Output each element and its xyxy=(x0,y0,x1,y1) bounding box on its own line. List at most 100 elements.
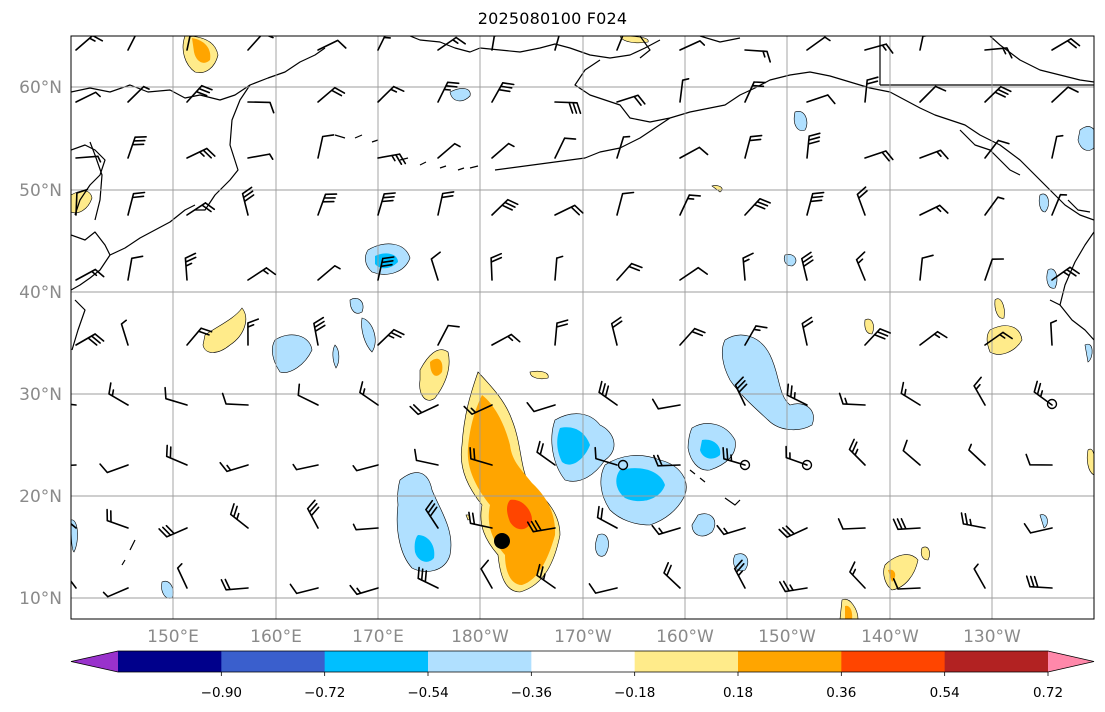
wind-barb xyxy=(184,252,197,281)
colorbar-tick-label: −0.36 xyxy=(511,685,552,701)
wind-barbs xyxy=(71,36,1081,598)
wind-barb xyxy=(313,316,326,346)
colorbar-tick-label: 0.54 xyxy=(930,685,960,701)
lat-labels: 60°N 50°N 40°N 30°N 20°N 10°N xyxy=(19,78,62,609)
wind-barb xyxy=(679,327,706,346)
wind-barb xyxy=(679,194,701,216)
wind-barb xyxy=(247,267,277,281)
wind-barb xyxy=(722,447,746,466)
wind-barb xyxy=(289,583,319,595)
wind-barb xyxy=(417,566,439,589)
wind-barb xyxy=(99,463,129,474)
wind-barb xyxy=(616,36,624,51)
lon-label: 170°E xyxy=(352,627,404,647)
wind-barb xyxy=(437,191,455,216)
wind-barb xyxy=(127,191,146,216)
calm-marker xyxy=(617,459,629,471)
wind-barb xyxy=(1023,523,1053,534)
wind-barb xyxy=(247,318,259,346)
calm-marker xyxy=(1046,398,1058,410)
wind-barb xyxy=(1033,380,1053,406)
wind-barb xyxy=(490,252,503,281)
wind-barb xyxy=(801,251,814,281)
wind-barb xyxy=(919,149,949,160)
wind-barb xyxy=(679,146,709,159)
wind-barb xyxy=(127,255,144,281)
wind-barb xyxy=(785,445,808,466)
wind-barb xyxy=(463,404,493,415)
wind-barb xyxy=(801,316,814,346)
wind-barb xyxy=(679,266,708,281)
lat-label: 60°N xyxy=(19,78,62,98)
wind-barb xyxy=(653,454,681,467)
map-title: 2025080100 F024 xyxy=(477,9,628,28)
shaded-field xyxy=(71,36,1094,619)
wind-barb xyxy=(744,49,771,63)
wind-barb xyxy=(247,153,274,160)
wind-barb xyxy=(864,150,894,162)
wind-barb xyxy=(317,39,347,51)
wind-barb xyxy=(377,85,405,103)
wind-barb xyxy=(491,82,515,103)
wind-barb xyxy=(973,376,986,406)
lon-label: 140°W xyxy=(861,627,919,647)
wind-barb xyxy=(1051,193,1068,216)
wind-barb xyxy=(610,316,623,346)
wind-barb xyxy=(734,376,748,406)
wind-barb xyxy=(663,562,681,589)
wind-barb xyxy=(317,86,346,103)
wind-barb xyxy=(744,198,771,216)
wind-barb xyxy=(596,505,618,529)
wind-barb xyxy=(892,518,921,531)
wind-barb xyxy=(108,382,129,406)
wind-barb xyxy=(679,78,690,103)
wind-barb xyxy=(292,463,319,471)
wind-barb xyxy=(651,524,681,536)
wind-barb xyxy=(491,36,500,51)
wind-barb xyxy=(437,36,466,51)
wind-barb xyxy=(75,188,89,216)
wind-barb xyxy=(984,196,1005,216)
wind-barb xyxy=(598,380,618,406)
wind-barb xyxy=(75,36,104,51)
wind-barb xyxy=(984,258,1005,281)
wind-barb xyxy=(317,134,335,159)
colorbar-bin xyxy=(324,651,429,672)
wind-barb xyxy=(806,94,836,105)
wind-barb xyxy=(297,383,319,406)
wind-barb xyxy=(984,85,1012,103)
lon-label: 170°W xyxy=(554,627,612,647)
wind-barb xyxy=(554,137,577,159)
wind-barb xyxy=(616,94,646,106)
wind-barb xyxy=(838,392,866,406)
wind-barb xyxy=(742,252,754,281)
wind-barb xyxy=(919,85,947,103)
colorbar-bin xyxy=(841,651,946,672)
wind-barb xyxy=(377,256,395,281)
wind-barb xyxy=(306,499,320,529)
colorbar-bin xyxy=(738,651,842,672)
wind-barb xyxy=(1025,575,1053,589)
wind-barb xyxy=(554,319,569,346)
wind-barb xyxy=(186,202,216,216)
wind-barb xyxy=(806,191,825,216)
wind-barb xyxy=(806,132,821,159)
wind-barb xyxy=(186,84,213,103)
wind-barb xyxy=(352,523,379,531)
wind-barb xyxy=(480,559,493,589)
wind-barb xyxy=(856,186,868,216)
wind-barb xyxy=(247,101,275,114)
wind-barb xyxy=(221,392,249,406)
wind-barb xyxy=(984,331,1013,346)
wind-barb xyxy=(900,381,921,406)
wind-barb xyxy=(127,85,150,103)
wind-barb xyxy=(1050,319,1058,346)
wind-barb xyxy=(176,563,188,589)
wind-barb xyxy=(679,40,706,51)
wind-barb xyxy=(349,584,379,596)
wind-barb xyxy=(968,443,986,466)
colorbar-tick-label: 0.36 xyxy=(826,685,856,701)
wind-barb xyxy=(554,204,584,216)
wind-barb xyxy=(960,512,986,529)
